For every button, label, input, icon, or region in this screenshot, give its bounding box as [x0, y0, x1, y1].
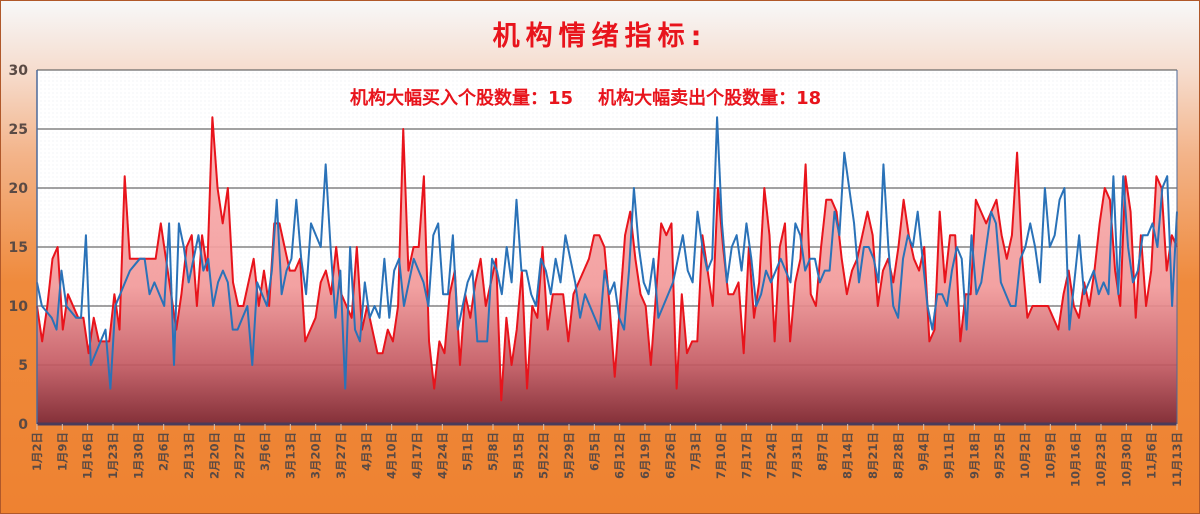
y-tick-label: 5	[18, 358, 28, 374]
x-tick-label: 8月28日	[891, 432, 905, 479]
x-tick-label: 7月31日	[790, 432, 804, 479]
buy-area-fill	[37, 117, 1177, 424]
x-tick-label: 11月13日	[1170, 432, 1184, 487]
x-tick-label: 7月24日	[765, 432, 779, 479]
y-tick-label: 15	[9, 240, 28, 256]
sell-series-line	[36, 116, 1178, 390]
y-tick-label: 0	[18, 417, 28, 433]
buy-series-line	[36, 116, 1178, 402]
x-tick-label: 6月12日	[613, 432, 627, 479]
x-tick-label: 9月18日	[967, 432, 981, 479]
x-tick-label: 1月9日	[55, 432, 69, 471]
x-tick-label: 2月13日	[182, 432, 196, 479]
chart-title: 机构情绪指标:	[492, 21, 708, 52]
x-tick-label: 3月6日	[258, 432, 272, 471]
x-tick-label: 5月15日	[511, 432, 525, 479]
x-tick-label: 9月4日	[917, 432, 931, 471]
x-tick-label: 7月10日	[714, 432, 728, 479]
x-tick-label: 10月23日	[1094, 432, 1108, 487]
x-tick-label: 5月8日	[486, 432, 500, 471]
y-tick-label: 25	[9, 122, 28, 138]
x-tick-label: 10月16日	[1069, 432, 1083, 487]
x-tick-label: 8月14日	[841, 432, 855, 479]
x-tick-label: 1月23日	[106, 432, 120, 479]
x-tick-label: 4月10日	[385, 432, 399, 479]
x-tick-label: 9月25日	[993, 432, 1007, 479]
x-tick-label: 9月11日	[942, 432, 956, 479]
x-tick-label: 10月9日	[1043, 432, 1057, 479]
x-tick-label: 11月6日	[1145, 432, 1159, 479]
x-tick-label: 6月19日	[638, 432, 652, 479]
x-tick-label: 4月24日	[435, 432, 449, 479]
y-tick-label: 10	[9, 299, 29, 315]
x-tick-label: 3月27日	[334, 432, 348, 479]
x-tick-label: 7月3日	[689, 432, 703, 471]
x-axis-ticks: 1月2日 1月9日 1月16日 1月23日 1月30日 2月6日 2月13日 2月20日 2月2…	[30, 424, 1184, 487]
x-tick-label: 2月27日	[233, 432, 247, 479]
y-axis-ticks: 0 5 10 15 20 25 30	[9, 63, 29, 433]
x-tick-label: 8月7日	[815, 432, 829, 471]
x-tick-label: 7月17日	[739, 432, 753, 479]
y-tick-label: 20	[9, 181, 29, 197]
x-tick-label: 6月5日	[587, 432, 601, 471]
x-tick-label: 4月3日	[359, 432, 373, 471]
x-tick-label: 5月29日	[562, 432, 576, 479]
x-tick-label: 8月21日	[866, 432, 880, 479]
x-tick-label: 4月17日	[410, 432, 424, 479]
x-tick-label: 10月2日	[1018, 432, 1032, 479]
y-tick-label: 30	[9, 63, 29, 79]
x-tick-label: 1月30日	[131, 432, 145, 479]
x-tick-label: 5月1日	[461, 432, 475, 471]
x-tick-label: 2月20日	[207, 432, 221, 479]
x-tick-label: 1月16日	[81, 432, 95, 479]
x-tick-label: 3月13日	[283, 432, 297, 479]
chart-subtitle: 机构大幅买入个股数量：15 机构大幅卖出个股数量：18	[350, 88, 822, 109]
x-tick-label: 3月20日	[309, 432, 323, 479]
x-tick-label: 2月6日	[157, 432, 171, 471]
x-tick-label: 10月30日	[1119, 432, 1133, 487]
x-tick-label: 5月22日	[537, 432, 551, 479]
x-tick-label: 1月2日	[30, 432, 44, 471]
x-tick-label: 6月26日	[663, 432, 677, 479]
